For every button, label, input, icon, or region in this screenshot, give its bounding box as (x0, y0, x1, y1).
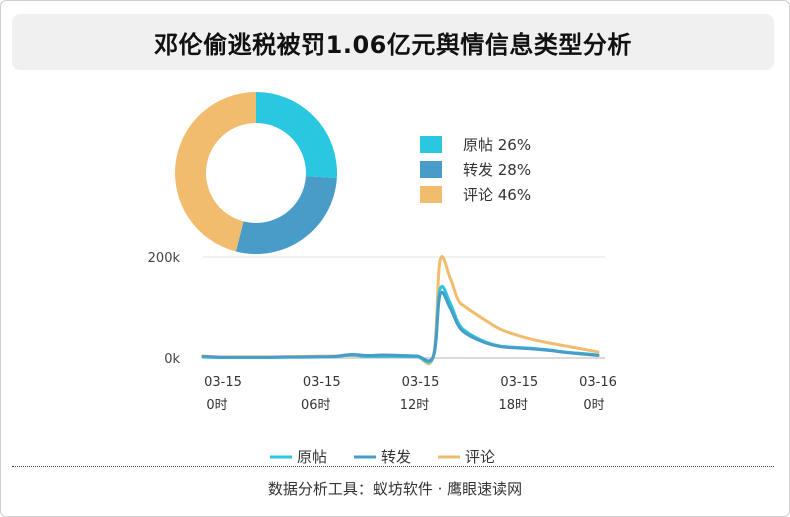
donut-legend-item-2[interactable]: 评论 46% (420, 186, 531, 204)
series-line-1[interactable] (201, 290, 600, 363)
x-tick-time-0: 0时 (206, 398, 227, 413)
title-banner: 邓伦偷逃税被罚1.06亿元舆情信息类型分析 (12, 14, 774, 70)
line-legend-label: 评论 (465, 448, 495, 466)
y-tick-label-0: 0k (164, 352, 180, 367)
donut-legend-label: 转发 28% (463, 161, 531, 179)
series-lines (201, 255, 600, 366)
line-legend-item-1[interactable]: 转发 (354, 448, 411, 466)
x-tick-time-1: 06时 (301, 398, 331, 413)
line-legend-label: 转发 (381, 448, 411, 466)
x-tick-date-0: 03-15 (204, 375, 242, 390)
footer-divider (12, 466, 774, 467)
x-tick-time-4: 0时 (583, 398, 604, 413)
x-tick-date-1: 03-15 (303, 375, 341, 390)
x-tick-time-2: 12时 (400, 398, 430, 413)
donut-slice-2[interactable] (175, 92, 256, 252)
x-tick-date-2: 03-15 (402, 375, 440, 390)
donut-legend-item-0[interactable]: 原帖 26% (420, 136, 531, 154)
y-tick-label-1: 200k (148, 251, 181, 266)
donut-legend-swatch (420, 161, 442, 178)
x-tick-time-3: 18时 (498, 398, 528, 413)
donut-chart (175, 92, 337, 254)
line-legend: 原帖 转发 评论 (270, 448, 495, 466)
donut-legend: 原帖 26% 转发 28% 评论 46% (420, 136, 531, 204)
donut-legend-label: 评论 46% (463, 186, 531, 204)
page-title: 邓伦偷逃税被罚1.06亿元舆情信息类型分析 (154, 30, 632, 59)
donut-legend-label: 原帖 26% (463, 136, 531, 154)
line-legend-item-0[interactable]: 原帖 (270, 448, 327, 466)
line-legend-label: 原帖 (297, 448, 327, 466)
donut-legend-item-1[interactable]: 转发 28% (420, 161, 531, 179)
x-tick-date-4: 03-16 (579, 375, 617, 390)
line-legend-item-2[interactable]: 评论 (438, 448, 495, 466)
donut-slice-0[interactable] (256, 92, 337, 179)
donut-legend-swatch (420, 136, 442, 153)
x-axis-ticks: 03-15 0时 03-15 06时 03-15 12时 03-15 18时 03-16 0时 (204, 375, 617, 413)
y-axis-ticks: 0k 200k (148, 251, 181, 367)
x-tick-date-3: 03-15 (500, 375, 538, 390)
donut-slice-1[interactable] (235, 176, 337, 254)
footer-credit: 数据分析工具：蚁坊软件 · 鹰眼速读网 (267, 480, 523, 498)
donut-legend-swatch (420, 186, 442, 203)
